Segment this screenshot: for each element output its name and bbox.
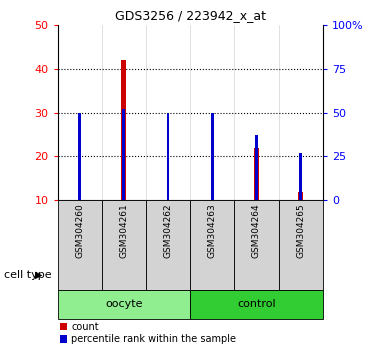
Legend: count, percentile rank within the sample: count, percentile rank within the sample bbox=[60, 322, 236, 344]
Text: oocyte: oocyte bbox=[105, 299, 142, 309]
Bar bbox=[78, 113, 81, 200]
Bar bbox=[279, 200, 323, 290]
Bar bbox=[58, 290, 190, 319]
Text: GSM304263: GSM304263 bbox=[208, 203, 217, 258]
Bar bbox=[122, 109, 125, 200]
Bar bbox=[299, 153, 302, 200]
Bar bbox=[146, 200, 190, 290]
Bar bbox=[254, 148, 259, 200]
Text: GSM304260: GSM304260 bbox=[75, 203, 84, 258]
Title: GDS3256 / 223942_x_at: GDS3256 / 223942_x_at bbox=[115, 9, 266, 22]
Text: cell type: cell type bbox=[4, 270, 51, 280]
Text: GSM304264: GSM304264 bbox=[252, 203, 261, 258]
Bar bbox=[167, 113, 169, 200]
Text: GSM304261: GSM304261 bbox=[119, 203, 128, 258]
Text: GSM304262: GSM304262 bbox=[164, 203, 173, 258]
Bar bbox=[58, 200, 102, 290]
Bar bbox=[190, 200, 234, 290]
Bar bbox=[298, 192, 303, 200]
Bar bbox=[190, 290, 323, 319]
Bar bbox=[234, 200, 279, 290]
Text: GSM304265: GSM304265 bbox=[296, 203, 305, 258]
Bar bbox=[211, 113, 214, 200]
Text: ▶: ▶ bbox=[35, 270, 42, 280]
Bar bbox=[255, 136, 258, 200]
Text: control: control bbox=[237, 299, 276, 309]
Bar bbox=[102, 200, 146, 290]
Bar bbox=[121, 60, 127, 200]
